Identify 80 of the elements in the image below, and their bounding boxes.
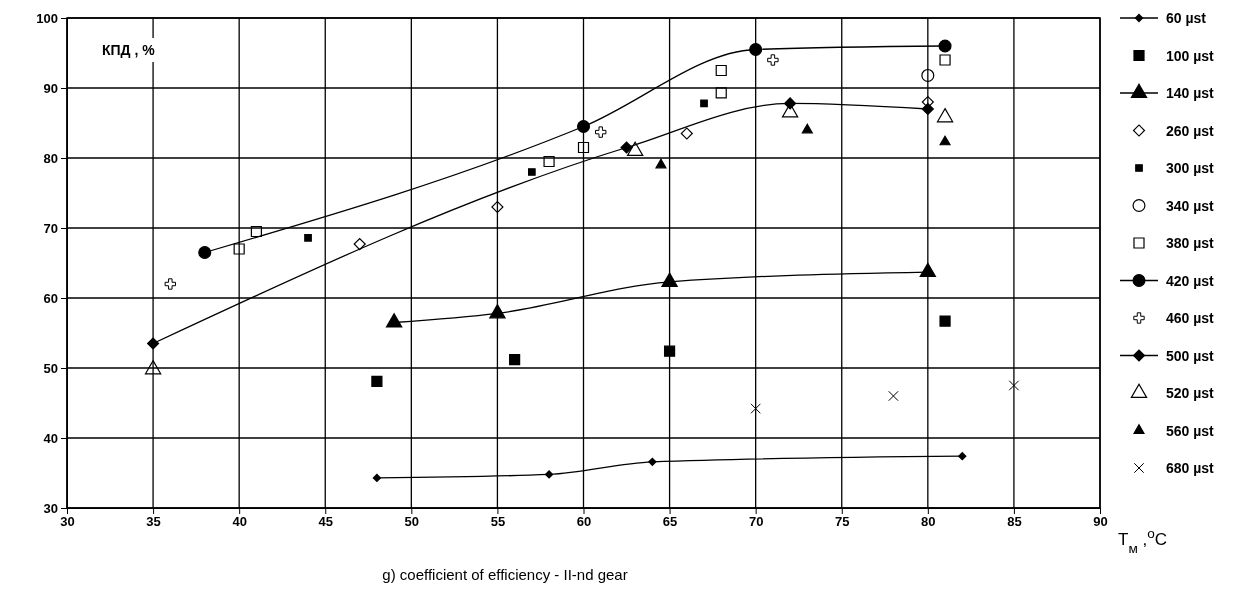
legend-label: 300 µst	[1166, 160, 1215, 176]
point	[939, 54, 951, 66]
point	[700, 99, 708, 108]
legend-label: 60 µst	[1166, 10, 1207, 26]
x-tick-label: 55	[490, 514, 506, 530]
x-axis-title: T$_{м}$ ,$^{o}$C	[1118, 525, 1168, 556]
point	[147, 337, 160, 350]
y-tick-label: 50	[43, 360, 58, 376]
point	[936, 108, 954, 123]
x-tick-label: 85	[1007, 514, 1022, 530]
point	[304, 233, 312, 242]
point	[919, 262, 937, 278]
point	[577, 141, 590, 154]
point	[715, 64, 727, 77]
point	[528, 168, 536, 176]
legend-label: 560 µst	[1166, 422, 1215, 439]
point	[921, 68, 935, 82]
point	[715, 87, 727, 99]
x-tick-label: 35	[146, 514, 161, 530]
point	[250, 225, 262, 238]
point	[509, 354, 521, 366]
point	[655, 158, 667, 169]
y-tick-label: 100	[36, 10, 58, 26]
x-tick-label: 60	[576, 514, 592, 530]
point	[939, 315, 951, 327]
x-tick-label: 40	[232, 514, 247, 530]
point	[801, 123, 813, 134]
point	[958, 452, 967, 461]
point	[353, 238, 366, 251]
point	[939, 135, 951, 146]
point	[371, 375, 383, 387]
point	[491, 200, 504, 214]
point	[938, 39, 952, 53]
point	[372, 473, 382, 483]
y-tick-label: 60	[43, 290, 58, 306]
point	[489, 304, 506, 319]
point	[144, 360, 162, 375]
x-tick-label: 75	[835, 514, 850, 530]
x-tick-label: 65	[662, 514, 678, 530]
x-tick-label: 50	[404, 514, 420, 530]
point	[543, 155, 555, 168]
point	[750, 403, 761, 414]
text: g) coefficient of efficiency - II-nd gear	[382, 566, 628, 583]
point	[385, 313, 403, 328]
legend-label: 380 µst	[1166, 235, 1215, 251]
x-tick-label: 30	[60, 514, 75, 530]
point	[595, 126, 607, 138]
point	[888, 390, 899, 402]
point	[648, 457, 657, 466]
point	[620, 141, 633, 154]
legend-label: 140 µst	[1166, 85, 1215, 101]
y-tick-label: 40	[43, 430, 58, 446]
legend-label: 340 µst	[1166, 197, 1215, 214]
point	[576, 119, 591, 134]
point	[680, 127, 693, 140]
legend-label: 520 µst	[1166, 385, 1215, 401]
x-tick-label: 70	[748, 514, 764, 530]
legend-label: 500 µst	[1166, 347, 1215, 364]
point	[544, 470, 554, 479]
point	[198, 245, 212, 260]
point	[663, 345, 676, 357]
y-tick-label: 90	[43, 80, 58, 96]
legend-label: 460 µst	[1166, 310, 1215, 326]
legend-label: 680 µst	[1166, 460, 1215, 476]
point	[767, 54, 779, 66]
legend-label: 260 µst	[1166, 122, 1215, 139]
point	[921, 102, 934, 116]
y-tick-label: 80	[43, 150, 58, 166]
y-tick-label: 30	[43, 500, 58, 516]
x-tick-label: 80	[921, 514, 936, 530]
y-tick-label: 70	[43, 220, 58, 236]
point	[749, 42, 763, 57]
legend-label: 420 µst	[1166, 272, 1215, 289]
legend-label: 100 µst	[1166, 47, 1215, 64]
point	[233, 243, 245, 255]
point	[1008, 380, 1020, 391]
x-tick-label: 45	[318, 514, 333, 530]
point	[164, 278, 176, 290]
x-tick-label: 90	[1093, 514, 1108, 530]
y-axis-title: КПД , %	[102, 42, 156, 58]
